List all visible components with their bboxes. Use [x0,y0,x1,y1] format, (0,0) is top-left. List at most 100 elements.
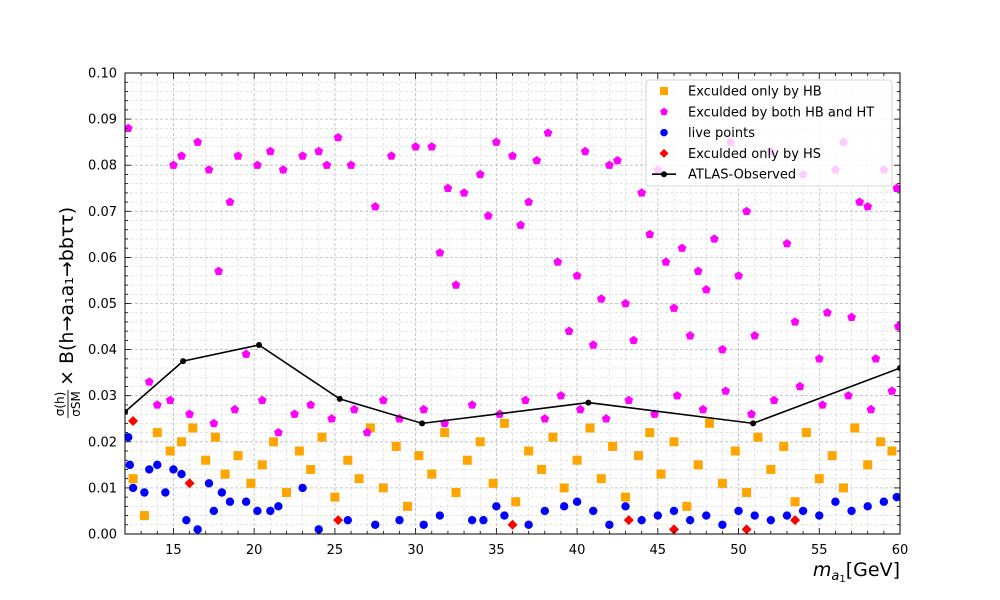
legend-point-icon [661,171,667,178]
y-tick-label: 0.07 [88,205,117,220]
data-point [165,395,175,405]
data-point [414,451,424,461]
data-point [801,428,811,438]
data-point [349,404,359,414]
data-point [750,331,760,340]
x-tick-label: 45 [650,543,667,558]
data-point [403,501,413,511]
data-point [718,520,727,529]
data-point [645,229,655,239]
x-tick-label: 60 [892,543,909,558]
data-point [766,464,776,474]
y-label-denominator: σSM [69,391,83,417]
data-point [553,257,563,266]
data-point [730,446,740,456]
data-point [233,151,243,160]
data-point [685,331,695,340]
data-point [669,437,679,447]
data-point [365,423,375,433]
data-point [685,515,695,525]
data-point [516,220,525,229]
data-point [734,271,743,280]
data-point [193,525,202,534]
legend-label: Exculded by both HB and HT [688,105,874,120]
data-point [462,455,472,465]
data-point [217,488,227,497]
data-point [153,460,162,470]
data-point [370,202,380,211]
data-point [225,497,235,506]
y-label-numerator: σ(h) [53,392,67,417]
data-point [795,381,805,391]
data-point [831,497,840,506]
data-point [371,520,380,529]
x-tick-label: 15 [165,543,182,558]
legend-pentagon-icon [660,107,668,116]
data-point [220,469,230,479]
data-point [672,391,682,400]
data-point [362,427,372,437]
data-point [589,506,598,516]
data-point [596,294,606,303]
legend[interactable]: Exculded only by HB Exculded by both HB a… [645,79,893,187]
data-point [855,197,865,206]
data-point [483,211,493,220]
data-point [750,511,759,520]
data-point [391,441,401,451]
data-point [298,151,307,160]
data-point [343,455,353,465]
data-point [306,464,316,474]
data-point [814,354,824,363]
data-point [556,391,566,400]
legend-square-icon [659,86,669,96]
data-point [204,165,214,174]
data-point [790,317,800,326]
atlas-observed-point [750,420,757,427]
data-point [608,441,618,451]
data-point [782,238,792,248]
series-atlas-observed [125,341,900,427]
data-point [467,400,477,409]
y-axis-label: σ(h) σSM × B(h→a₁a₁→bbττ) [53,207,83,418]
data-point [475,437,485,447]
atlas-observed-point [419,420,426,427]
series-diamond [128,416,801,534]
data-point [230,404,240,414]
legend-label: ATLAS-Observed [688,168,796,183]
y-tick-label: 0.03 [88,389,117,404]
data-point [798,506,808,516]
data-point [314,146,324,156]
data-point [354,474,364,484]
data-point [443,183,453,192]
data-point [140,488,149,497]
data-point [537,464,547,474]
data-point [266,506,275,516]
atlas-observed-point [256,341,263,348]
data-point [125,460,135,470]
x-tick-label: 50 [730,543,747,558]
data-point [314,525,323,534]
data-point [815,511,824,520]
data-point [588,340,598,349]
chart-marks [125,123,900,534]
data-point [521,395,530,405]
data-point [128,474,138,484]
x-axis-label: ma1[GeV] [813,559,900,585]
data-point [621,298,630,308]
data-point [790,515,801,526]
atlas-observed-point [336,395,343,402]
data-point [257,395,267,405]
data-point [333,515,344,526]
atlas-observed-point [585,399,592,406]
data-point [241,497,251,506]
data-point [524,446,534,456]
x-tick-label: 35 [488,543,505,558]
data-point [177,151,186,160]
data-point [866,404,876,414]
data-point [427,142,437,151]
data-point [507,519,518,530]
legend-label: Exculded only by HS [688,147,821,162]
data-point [704,418,714,428]
data-point [682,501,692,511]
data-point [214,266,224,275]
